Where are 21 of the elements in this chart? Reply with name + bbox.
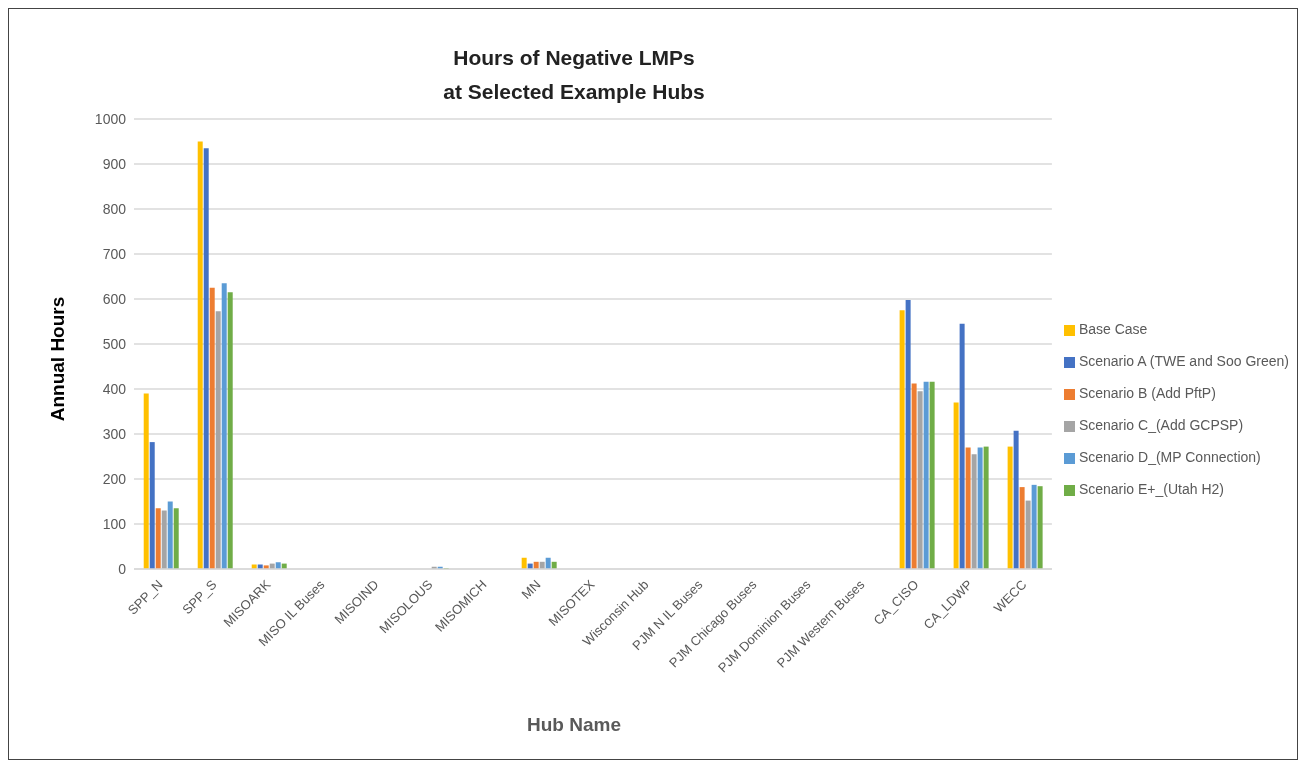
- chart-title: Hours of Negative LMPs at Selected Example Hubs: [442, 45, 706, 105]
- y-tick-label: 200: [102, 470, 127, 487]
- x-tick-label: MN: [518, 576, 544, 602]
- y-tick-label: 400: [102, 380, 127, 397]
- legend-label: Scenario D_(MP Connection): [1078, 449, 1261, 465]
- legend-label: Scenario B (Add PftP): [1078, 385, 1216, 401]
- y-tick-label: 100: [102, 515, 127, 532]
- legend-label: Base Case: [1078, 321, 1148, 337]
- y-tick-label: 600: [102, 290, 127, 307]
- y-tick-label: 500: [102, 335, 127, 352]
- y-tick-label: 700: [102, 245, 127, 262]
- y-tick-label: 300: [102, 425, 127, 442]
- y-tick-label: 1000: [94, 110, 127, 127]
- legend-label: Scenario A (TWE and Soo Green): [1078, 353, 1289, 369]
- y-tick-label: 800: [102, 200, 127, 217]
- x-axis-title: Hub Name: [526, 714, 622, 736]
- y-tick-label: 0: [118, 560, 127, 577]
- legend-label: Scenario C_(Add GCPSP): [1078, 417, 1244, 433]
- y-tick-label: 900: [102, 155, 127, 172]
- y-axis-title: Annual Hours: [47, 296, 68, 422]
- legend-label: Scenario E+_(Utah H2): [1078, 481, 1225, 497]
